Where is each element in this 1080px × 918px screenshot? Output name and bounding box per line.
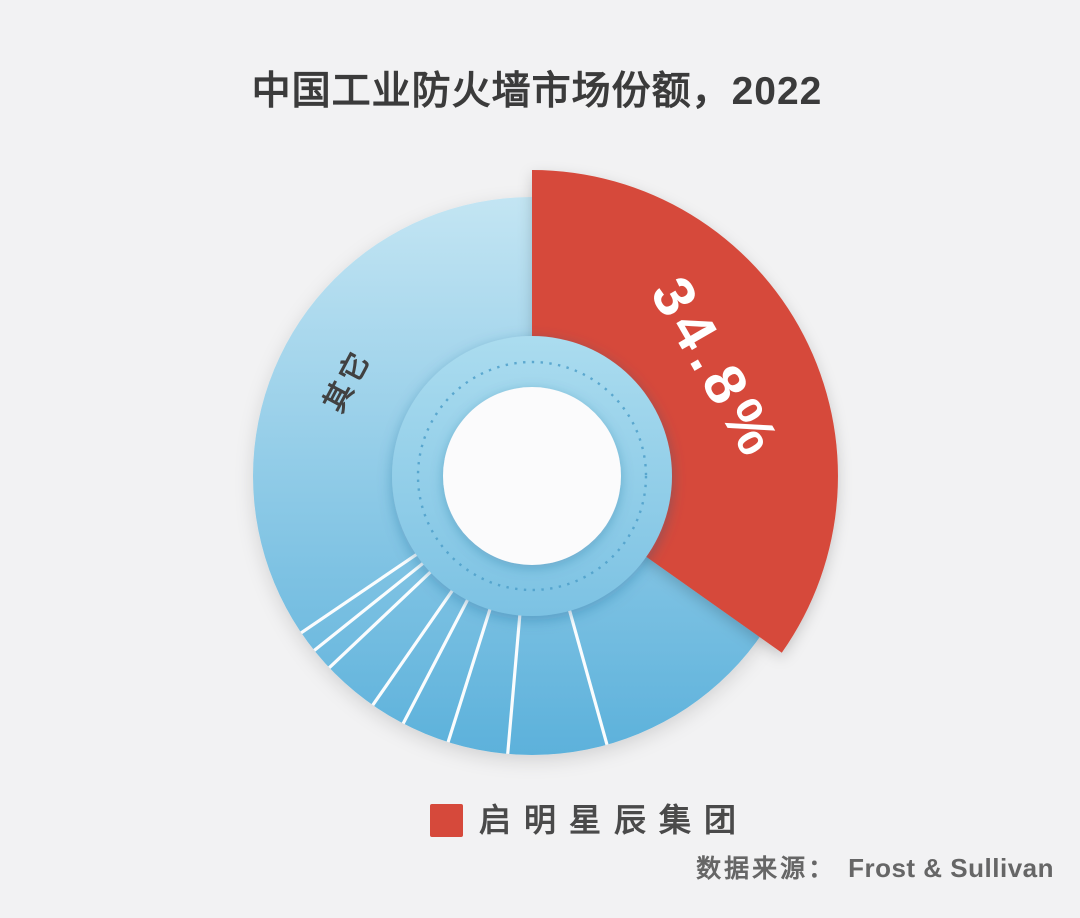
legend-label: 启明星辰集团	[479, 802, 750, 838]
chart-title: 中国工业防火墙市场份额，2022	[251, 70, 823, 113]
center-circle	[443, 387, 621, 565]
dotted-ring	[416, 360, 648, 592]
source-note: 数据来源： Frost & Sullivan	[696, 849, 1054, 885]
source-prefix: 数据来源：	[696, 855, 837, 883]
legend: 启明星辰集团	[430, 804, 749, 837]
legend-swatch	[430, 804, 463, 837]
legend-item: 启明星辰集团	[430, 804, 749, 837]
source-name: Frost & Sullivan	[848, 853, 1054, 883]
venustech-slice	[532, 170, 838, 653]
